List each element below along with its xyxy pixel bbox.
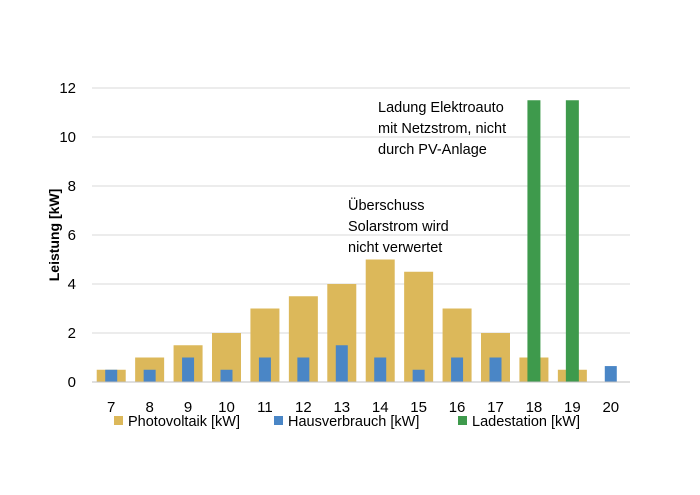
bar-hausverbrauch [297,357,310,382]
x-tick-label: 13 [333,399,350,416]
y-tick-label: 6 [68,227,76,244]
annotation-line: Solarstrom wird [348,219,449,235]
y-tick-label: 8 [68,178,76,195]
x-tick-label: 15 [410,399,427,416]
x-tick-label: 11 [257,399,273,416]
bar-hausverbrauch [604,366,617,382]
y-tick-label: 0 [68,374,76,391]
y-axis-label: Leistung [kW] [46,189,62,282]
bar-hausverbrauch [335,345,348,382]
x-tick-label: 10 [218,399,235,416]
x-tick-label: 8 [145,399,153,416]
bar-hausverbrauch [489,357,502,382]
y-tick-label: 10 [59,129,76,146]
bar-hausverbrauch [258,357,271,382]
bar-hausverbrauch [374,357,387,382]
x-tick-label: 14 [372,399,389,416]
bar-ladestation [565,100,579,382]
y-tick-label: 4 [68,276,76,293]
x-tick-label: 17 [487,399,504,416]
annotation-line: nicht verwertet [348,240,442,256]
annotation-line: Ladung Elektroauto [378,100,504,116]
x-tick-label: 9 [184,399,192,416]
bar-hausverbrauch [143,369,156,382]
x-tick-label: 7 [107,399,115,416]
bar-ladestation [527,100,541,382]
legend: Photovoltaik [kW] Hausverbrauch [kW] Lades… [114,414,580,430]
legend-label: Photovoltaik [kW] [128,414,240,430]
bar-hausverbrauch [105,369,118,382]
x-tick-label: 20 [602,399,619,416]
y-tick-label: 12 [59,80,76,97]
bar-hausverbrauch [220,369,233,382]
x-tick-label: 18 [526,399,543,416]
annotation-line: durch PV-Anlage [378,142,487,158]
bar-hausverbrauch [182,357,195,382]
y-tick-label: 2 [68,325,76,342]
legend-label: Ladestation [kW] [472,414,580,430]
x-tick-label: 12 [295,399,312,416]
legend-label: Hausverbrauch [kW] [288,414,419,430]
x-tick-label: 19 [564,399,581,416]
legend-swatch [114,416,123,425]
y-tick-labels: 0 2 4 6 8 10 12 [59,80,76,391]
bar-photovoltaik [404,271,434,382]
legend-swatch [458,416,467,425]
annotation-line: Überschuss [348,196,425,214]
x-tick-label: 16 [449,399,466,416]
bar-hausverbrauch [451,357,464,382]
annotation-line: mit Netzstrom, nicht [378,121,506,137]
legend-swatch [274,416,283,425]
annotations: Ladung Elektroauto mit Netzstrom, nicht du… [348,100,506,256]
x-tick-labels: 7 8 9 10 11 12 13 14 15 16 17 18 19 20 [107,399,619,416]
bar-hausverbrauch [412,369,425,382]
bars [96,100,617,382]
